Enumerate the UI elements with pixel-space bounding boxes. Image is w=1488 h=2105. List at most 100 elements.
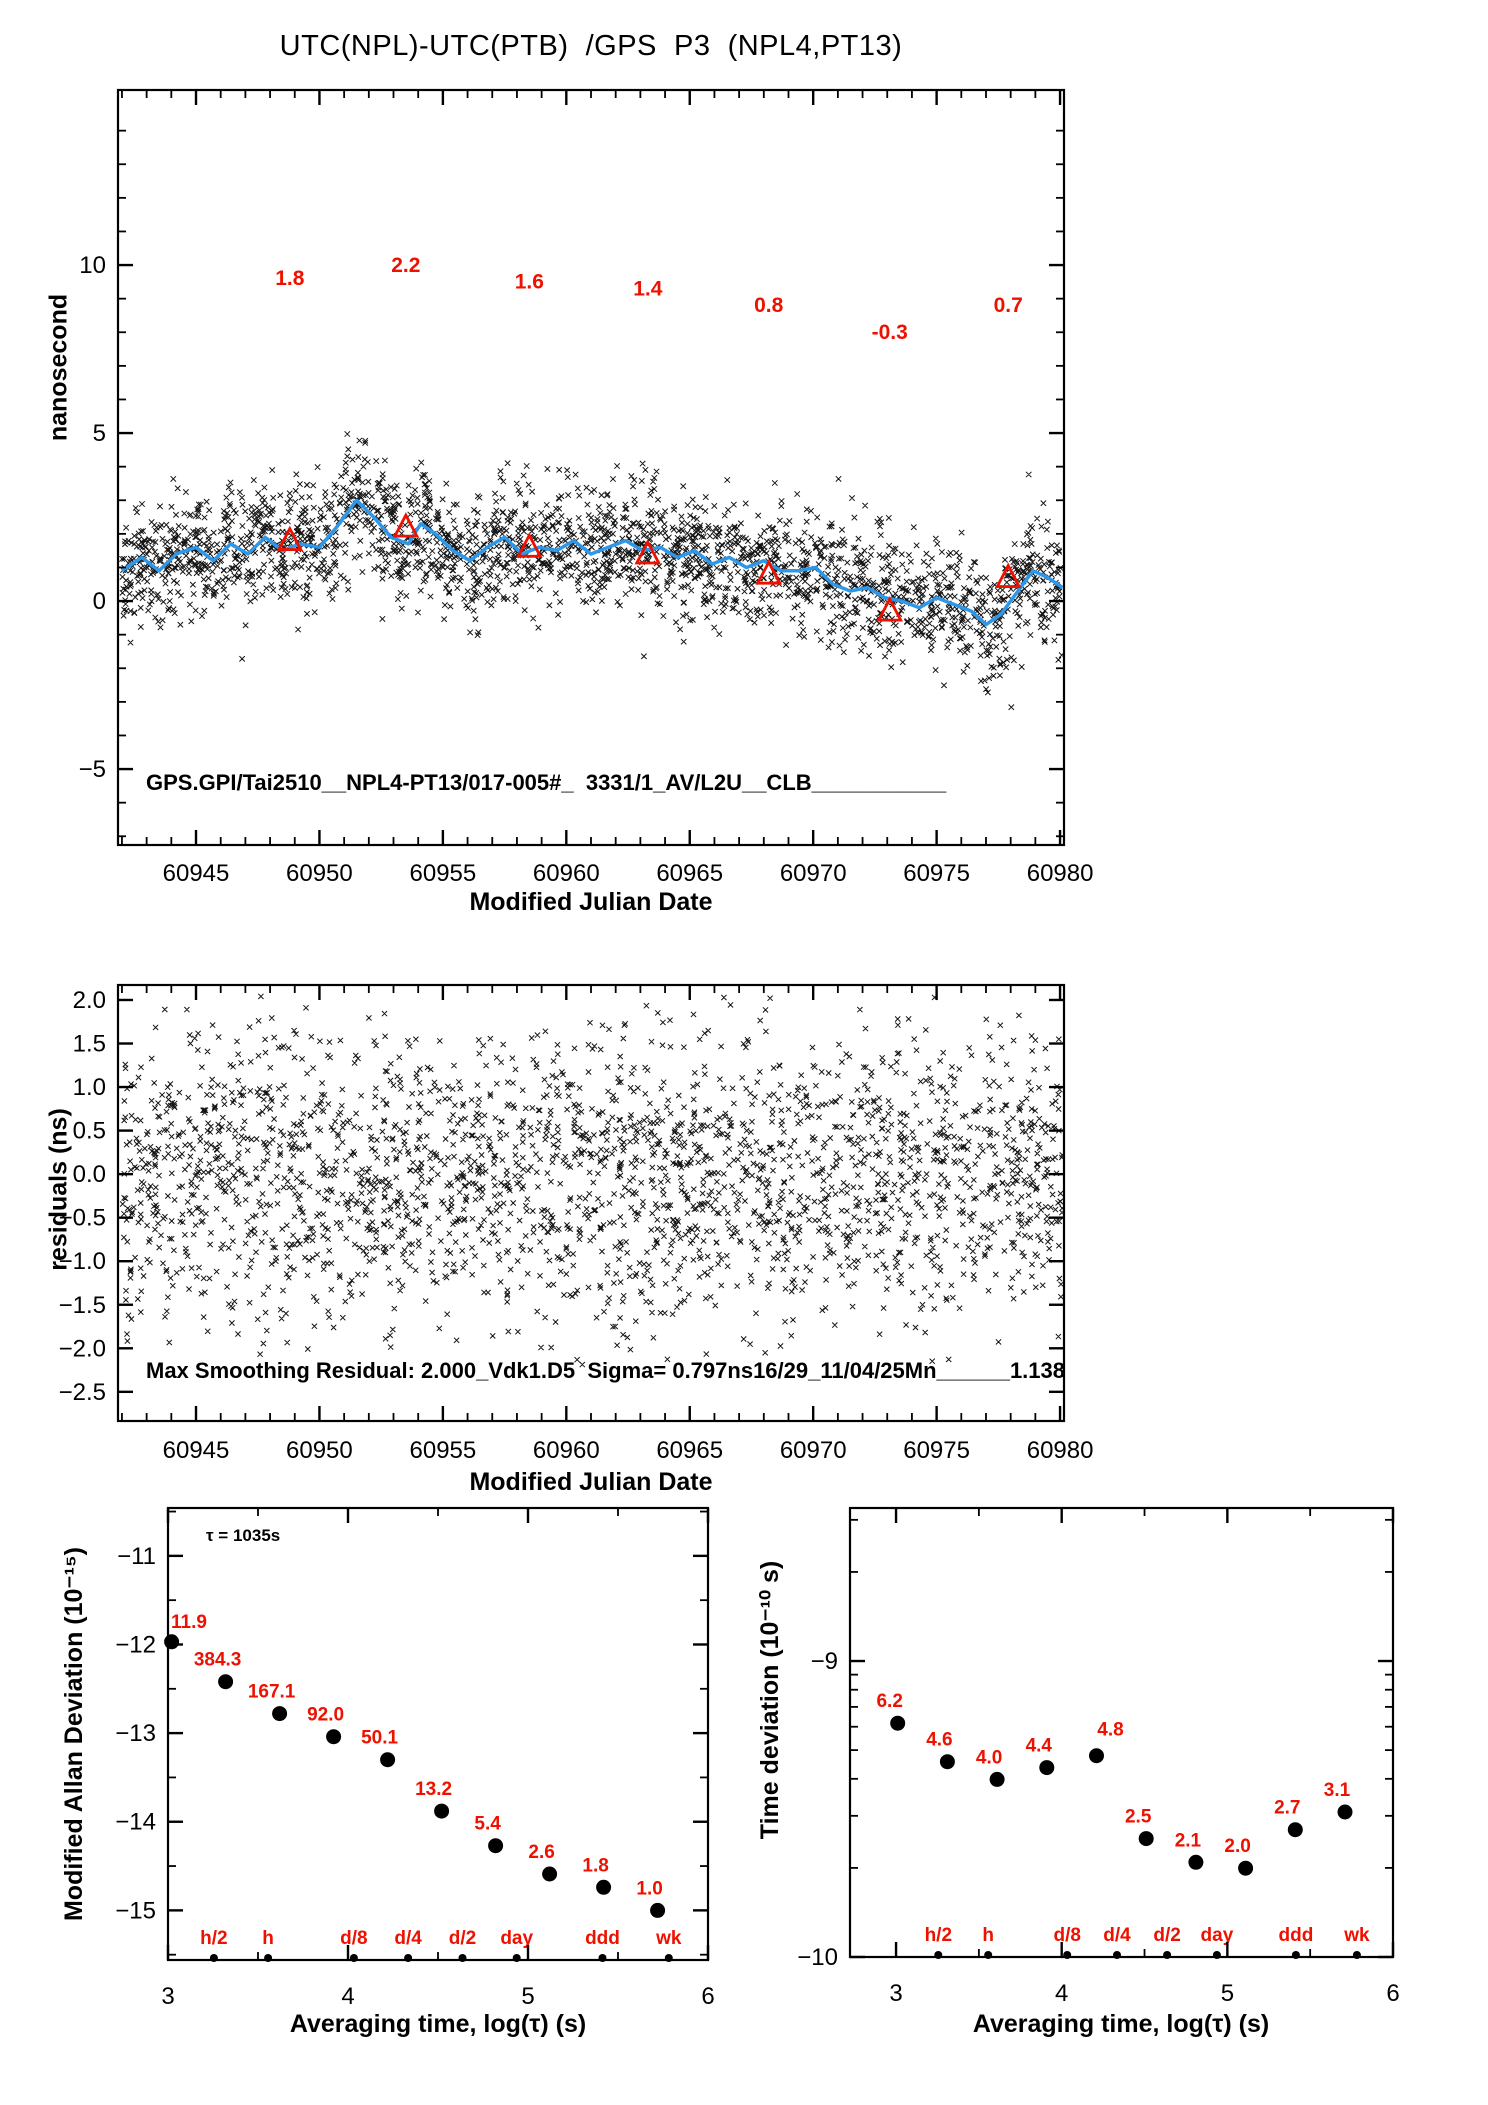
residuals-x-axis-label: Modified Julian Date [469,1468,713,1496]
svg-text:92.0: 92.0 [307,1705,344,1726]
svg-text:4.4: 4.4 [1026,1736,1053,1757]
svg-text:10: 10 [79,252,106,279]
svg-text:60960: 60960 [533,1437,600,1464]
svg-text:13.2: 13.2 [415,1779,452,1800]
tdev-x-axis-label: Averaging time, log(τ) (s) [972,2010,1270,2038]
svg-text:-0.3: -0.3 [872,321,908,344]
figure-title: UTC(NPL)-UTC(PTB) /GPS P3 (NPL4,PT13) [279,30,903,62]
svg-text:11.9: 11.9 [171,1612,207,1633]
svg-text:3.1: 3.1 [1324,1780,1351,1801]
svg-text:1.0: 1.0 [73,1074,106,1101]
svg-text:60965: 60965 [656,1437,723,1464]
svg-text:60955: 60955 [410,860,477,887]
svg-text:2.0: 2.0 [1224,1836,1250,1857]
svg-text:4.0: 4.0 [976,1747,1002,1768]
svg-text:5: 5 [93,420,106,447]
svg-text:60950: 60950 [286,860,353,887]
residuals-axes: 60945 60950 60955 60960 60965 60970 60975 60980… [59,983,1094,1464]
svg-text:167.1: 167.1 [248,1682,296,1703]
residuals-scatter-points [119,993,1066,1368]
svg-text:h/2: h/2 [925,1925,952,1946]
top-y-axis-label: nanosecond [44,293,73,442]
tdev-axes: 3 4 5 6 −9 −10 [797,1506,1400,2007]
svg-text:ddd: ddd [585,1928,620,1949]
svg-text:2.5: 2.5 [1125,1807,1152,1828]
svg-text:6: 6 [1386,1980,1399,2007]
svg-text:d/2: d/2 [1153,1925,1180,1946]
top-x-axis-label: Modified Julian Date [469,888,713,916]
svg-text:6.2: 6.2 [876,1691,902,1712]
svg-text:day: day [500,1928,533,1949]
svg-text:60950: 60950 [286,1437,353,1464]
svg-text:−11: −11 [117,1543,156,1570]
mdev-y-axis-label: Modified Allan Deviation (10⁻¹⁵) [60,1546,88,1922]
svg-text:0.7: 0.7 [994,294,1023,317]
svg-text:1.6: 1.6 [515,271,544,294]
svg-text:ddd: ddd [1278,1925,1313,1946]
svg-text:−1.0: −1.0 [59,1248,106,1275]
svg-text:4: 4 [341,1983,354,2010]
svg-text:−2.0: −2.0 [59,1335,106,1362]
average-labels: 1.8 2.2 1.6 1.4 0.8 -0.3 0.7 [275,254,1023,344]
main-axes: 60945 60950 60955 60960 60965 60970 60975 60980… [79,88,1093,887]
svg-text:d/8: d/8 [1053,1925,1080,1946]
main-scatter-points [119,430,1065,711]
svg-text:60970: 60970 [780,1437,847,1464]
svg-text:1.5: 1.5 [73,1031,106,1058]
svg-text:4.6: 4.6 [926,1730,952,1751]
svg-text:2.6: 2.6 [528,1842,554,1863]
svg-text:1.4: 1.4 [633,277,663,300]
svg-text:2.1: 2.1 [1175,1830,1202,1851]
svg-text:1.8: 1.8 [275,267,305,290]
svg-text:−1.5: −1.5 [59,1292,106,1319]
svg-text:0.8: 0.8 [754,294,784,317]
svg-text:d/2: d/2 [449,1928,476,1949]
svg-text:−15: −15 [115,1897,156,1924]
tdev-calendar-markers: h/2 h d/8 d/4 d/2 day ddd wk [925,1925,1370,1959]
top-dataset-annotation: GPS.GPI/Tai2510__NPL4-PT13/017-005#_ 333… [146,770,947,795]
svg-text:60960: 60960 [533,860,600,887]
svg-text:3: 3 [889,1980,902,2007]
svg-text:0.5: 0.5 [73,1118,106,1145]
svg-text:4: 4 [1055,1980,1068,2007]
svg-text:d/4: d/4 [1103,1925,1131,1946]
svg-text:60945: 60945 [163,860,230,887]
mdev-axes: 3 4 5 6 −11 −12 −13 −14 −15 [115,1506,715,2010]
svg-text:60955: 60955 [410,1437,477,1464]
mdev-tau-note: τ = 1035s [206,1526,281,1545]
svg-text:384.3: 384.3 [194,1650,242,1671]
svg-text:2.2: 2.2 [391,254,420,277]
svg-text:day: day [1201,1925,1234,1946]
svg-text:−14: −14 [115,1809,156,1836]
svg-text:5.4: 5.4 [474,1814,501,1835]
svg-text:5: 5 [521,1983,534,2010]
svg-text:−2.5: −2.5 [59,1379,106,1406]
residuals-y-axis-label: residuals (ns) [44,1108,73,1271]
residuals-annotation: Max Smoothing Residual: 2.000_Vdk1.D5 Si… [146,1358,1066,1383]
svg-text:0: 0 [93,588,106,615]
svg-text:60945: 60945 [163,1437,230,1464]
svg-text:h: h [982,1925,994,1946]
mdev-calendar-markers: h/2 h d/8 d/4 d/2 day ddd wk [200,1928,682,1962]
mdev-x-axis-label: Averaging time, log(τ) (s) [289,2010,587,2038]
svg-text:−0.5: −0.5 [59,1205,106,1232]
svg-text:50.1: 50.1 [361,1728,398,1749]
svg-text:−10: −10 [797,1944,838,1971]
svg-text:wk: wk [1343,1925,1370,1946]
svg-text:4.8: 4.8 [1097,1720,1123,1741]
svg-text:d/4: d/4 [394,1928,422,1949]
mdev-point-labels: 11.9 384.3 167.1 92.0 50.1 13.2 5.4 2.6 1.8 1.0 [171,1612,663,1900]
svg-text:h: h [262,1928,274,1949]
svg-text:60980: 60980 [1027,1437,1094,1464]
svg-text:−13: −13 [115,1720,156,1747]
svg-text:d/8: d/8 [340,1928,367,1949]
svg-text:60975: 60975 [903,1437,970,1464]
tdev-point-labels: 6.2 4.6 4.0 4.4 4.8 2.5 2.1 2.0 2.7 3.1 [876,1691,1350,1857]
svg-text:6: 6 [701,1983,714,2010]
svg-text:60965: 60965 [656,860,723,887]
svg-text:wk: wk [655,1928,682,1949]
svg-text:1.8: 1.8 [582,1855,608,1876]
svg-text:1.0: 1.0 [636,1878,662,1899]
